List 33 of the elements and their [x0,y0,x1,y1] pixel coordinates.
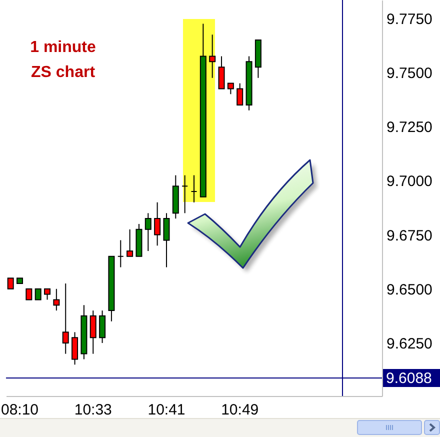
text: 1 minute ZS chart [30,39,96,81]
candlestick [236,82,244,106]
candlestick [26,288,32,300]
ref-line-label: 9.6088 [386,370,432,388]
y-tick-label: 9.7250 [386,119,432,136]
candlestick [190,174,198,203]
candlestick [90,310,96,354]
candlestick [53,288,60,312]
candlestick [7,278,14,290]
candlestick [163,212,170,268]
candlestick [44,288,51,300]
candlestick [218,56,225,90]
x-tick-label: 08:10 [0,402,39,418]
candlestick [209,34,216,78]
candlestick [154,202,161,246]
y-tick-label: 9.6500 [386,281,432,298]
candlestick [144,212,152,252]
y-tick-label: 9.7000 [386,173,432,190]
candlestick [34,288,42,300]
candlestick [227,82,234,95]
y-tick-label: 9.6250 [386,335,432,352]
y-tick-label: 9.6750 [386,227,432,244]
candlestick [117,240,124,268]
y-tick-label: 9.7750 [386,10,432,28]
candlestick [62,282,69,354]
candlestick [99,310,106,344]
candlestick [72,332,78,366]
y-tick-label: 9.7500 [386,64,432,82]
candlestick [126,228,134,257]
x-tick-label: 10:41 [148,402,186,418]
x-tick-label: 10:49 [221,402,259,418]
x-tick-label: 10:33 [74,402,112,418]
candlestick [182,174,188,214]
